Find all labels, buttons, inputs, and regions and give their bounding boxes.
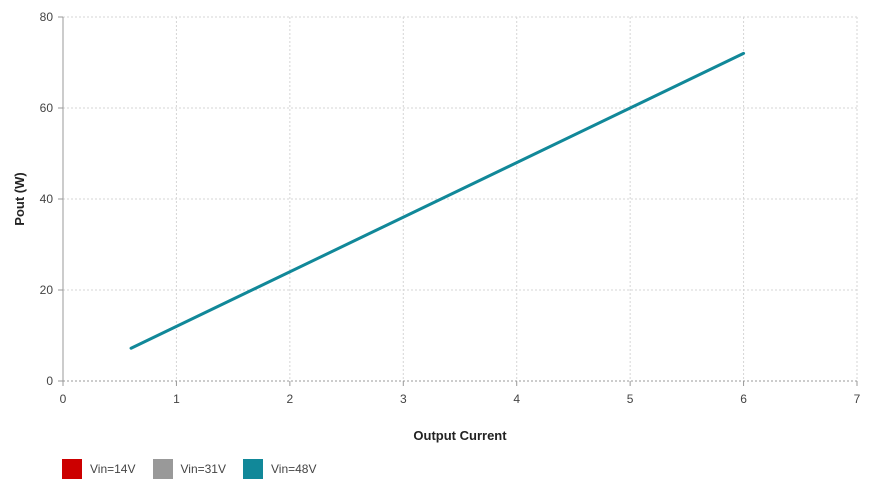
legend-item-vin-31v[interactable]: Vin=31V [152, 459, 227, 479]
legend-swatch [243, 459, 263, 479]
series-lines [129, 51, 746, 350]
legend-label: Vin=48V [271, 462, 317, 476]
x-tick-label: 5 [627, 392, 634, 406]
legend-item-vin-14v[interactable]: Vin=14V [62, 459, 136, 479]
y-tick-label: 0 [46, 374, 53, 388]
grid [63, 16, 858, 381]
x-tick-label: 1 [173, 392, 180, 406]
y-tick-label: 20 [40, 283, 54, 297]
tick-labels: 0 1 2 3 4 5 6 7 0 20 40 60 80 [40, 10, 861, 406]
y-tick-label: 60 [40, 101, 54, 115]
x-tick-label: 2 [287, 392, 294, 406]
legend-swatch [62, 459, 82, 479]
y-tick-label: 40 [40, 192, 54, 206]
legend-label: Vin=31V [180, 462, 227, 476]
x-axis-title: Output Current [413, 428, 507, 443]
x-tick-label: 0 [60, 392, 67, 406]
legend-item-vin-48v[interactable]: Vin=48V [243, 459, 317, 479]
x-tick-label: 6 [740, 392, 747, 406]
x-tick-label: 3 [400, 392, 407, 406]
y-axis-title: Pout (W) [12, 172, 27, 225]
y-tick-label: 80 [40, 10, 54, 24]
legend-label: Vin=14V [90, 462, 136, 476]
axes [58, 16, 858, 386]
x-tick-label: 7 [854, 392, 861, 406]
x-tick-label: 4 [513, 392, 520, 406]
legend-swatch [152, 459, 173, 479]
series-line-2[interactable] [129, 51, 746, 350]
legend: Vin=14V Vin=31V Vin=48V [62, 459, 334, 479]
